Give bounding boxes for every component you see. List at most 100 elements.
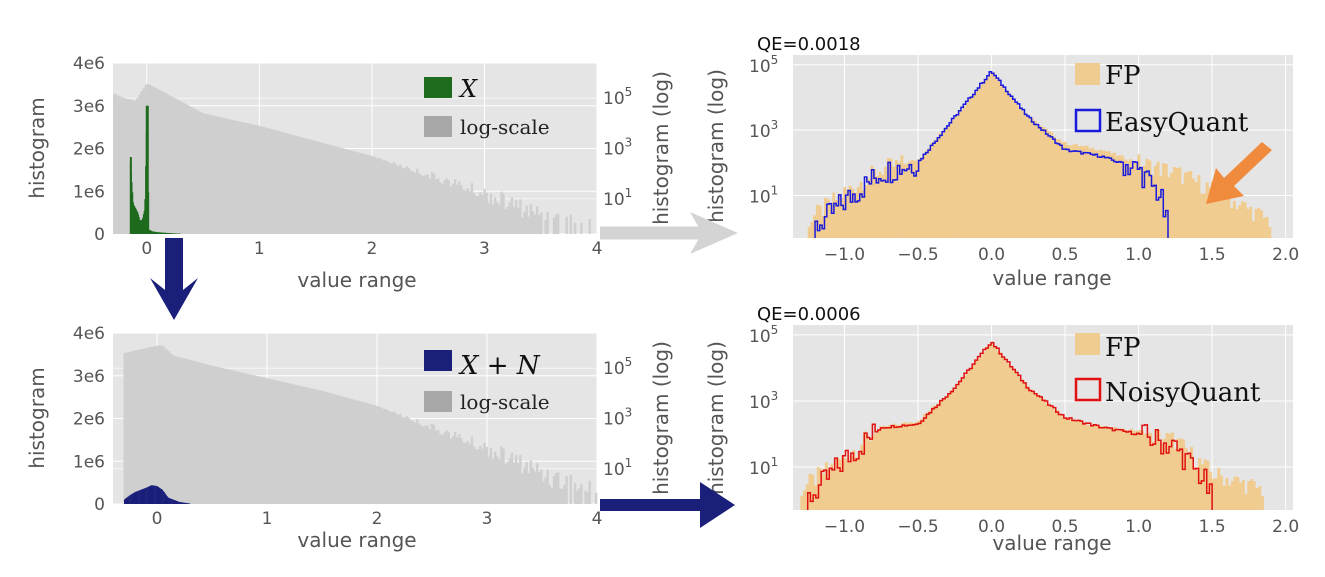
log-histogram-bar [578, 488, 580, 504]
log-histogram-bar [395, 164, 397, 234]
fp-histogram-bar [871, 436, 874, 510]
log-histogram-bar [126, 99, 128, 234]
fp-histogram-bar [1242, 480, 1245, 510]
log-histogram-bar [332, 146, 334, 234]
fp-histogram-bar [1192, 179, 1195, 238]
log-histogram-bar [237, 121, 239, 234]
fp-histogram-bar [1064, 142, 1067, 238]
log-histogram-bar [155, 346, 157, 504]
log-histogram-bar [229, 119, 231, 234]
log-histogram-bar [239, 122, 241, 234]
log-histogram-bar [366, 403, 368, 504]
y-axis-label: histogram [25, 367, 49, 468]
fp-histogram-bar [1257, 208, 1260, 238]
log-histogram-bar [406, 416, 408, 504]
log-histogram-bar [576, 491, 578, 504]
log-histogram-bar [370, 156, 372, 234]
log-histogram-bar [574, 223, 576, 234]
fp-histogram-bar [982, 81, 985, 238]
log-histogram-bar [399, 164, 401, 234]
log-histogram-bar [115, 95, 117, 234]
x-tick-label: 1.0 [1125, 517, 1152, 537]
fp-histogram-bar [947, 125, 950, 238]
log-histogram-bar [498, 205, 500, 234]
log-histogram-bar [589, 481, 591, 504]
fp-histogram-bar [1083, 146, 1086, 238]
fp-histogram-bar [1110, 154, 1113, 238]
log-histogram-bar [393, 162, 395, 234]
y-tick-label: 4e6 [73, 324, 105, 344]
log-histogram-bar [294, 385, 296, 504]
log-histogram-bar [187, 105, 189, 234]
log-histogram-bar [384, 409, 386, 504]
fp-histogram-bar [960, 110, 963, 238]
log-histogram-bar [260, 126, 262, 234]
fp-histogram-bar [986, 347, 989, 510]
fp-histogram-bar [900, 155, 903, 238]
log-histogram-bar [422, 176, 424, 234]
log-histogram-bar [170, 96, 172, 234]
fp-histogram-bar [1099, 150, 1102, 238]
log-histogram-bar [258, 126, 260, 234]
fp-histogram-bar [1058, 139, 1061, 238]
log-histogram-bar [361, 402, 363, 504]
log-histogram-bar [454, 432, 456, 504]
fp-histogram-bar [832, 193, 835, 238]
log-histogram-bar [334, 146, 336, 234]
log-histogram-bar [117, 96, 119, 234]
log-histogram-bar [254, 125, 256, 234]
log-histogram-bar [307, 139, 309, 234]
log-histogram-bar [555, 473, 557, 504]
fp-histogram-bar [1222, 198, 1225, 238]
x-tick-label: 0.5 [1052, 517, 1079, 537]
log-histogram-bar [565, 217, 567, 234]
fp-histogram-bar [1081, 423, 1084, 510]
fp-histogram-bar [868, 441, 871, 510]
log-histogram-bar [174, 98, 176, 234]
fp-histogram-bar [1034, 121, 1037, 238]
log-histogram-bar [340, 148, 342, 234]
log-histogram-bar [229, 370, 231, 504]
fp-histogram-bar [997, 351, 1000, 510]
log-histogram-bar [393, 411, 395, 504]
log-histogram-bar [416, 169, 418, 234]
chart-top-left: X log-scale histogram histogram (log) va… [25, 63, 673, 292]
log-histogram-bar [410, 420, 412, 504]
fp-histogram-bar [819, 206, 822, 238]
log-histogram-bar [136, 350, 138, 504]
log-histogram-bar [338, 396, 340, 504]
log-histogram-bar [483, 189, 485, 234]
log-histogram-bar [157, 89, 159, 234]
fp-histogram-bar [933, 140, 936, 238]
fp-histogram-bar [1032, 392, 1035, 510]
log-histogram-bar [410, 171, 412, 234]
fp-histogram-bar [1253, 481, 1256, 510]
log-histogram-bar [182, 103, 184, 234]
log-histogram-bar [218, 367, 220, 504]
log-histogram-bar [197, 111, 199, 234]
log-histogram-bar [317, 390, 319, 504]
fp-histogram-bar [1056, 410, 1059, 510]
log-histogram-bar [323, 143, 325, 234]
fp-histogram-bar [1184, 173, 1187, 238]
fp-histogram-bar [1002, 357, 1005, 510]
fp-histogram-bar [1119, 431, 1122, 510]
log-histogram-bar [420, 175, 422, 234]
log-histogram-bar [481, 449, 483, 504]
fp-histogram-bar [1116, 430, 1119, 510]
log-histogram-bar [231, 120, 233, 234]
legend-label-easyquant: EasyQuant [1105, 108, 1249, 138]
log-histogram-bar [469, 191, 471, 234]
log-histogram-bar [424, 425, 426, 504]
log-histogram-bar [225, 369, 227, 504]
fp-histogram-bar [1045, 129, 1048, 238]
y-right-tick-label: 103 [603, 406, 632, 430]
fp-histogram-bar [972, 365, 975, 510]
fp-histogram-bar [1097, 151, 1100, 238]
log-histogram-bar [265, 128, 267, 234]
log-histogram-bar [408, 168, 410, 234]
log-histogram-bar [536, 207, 538, 234]
fp-histogram-bar [865, 185, 868, 238]
x-tick-label: 2.0 [1272, 245, 1299, 265]
